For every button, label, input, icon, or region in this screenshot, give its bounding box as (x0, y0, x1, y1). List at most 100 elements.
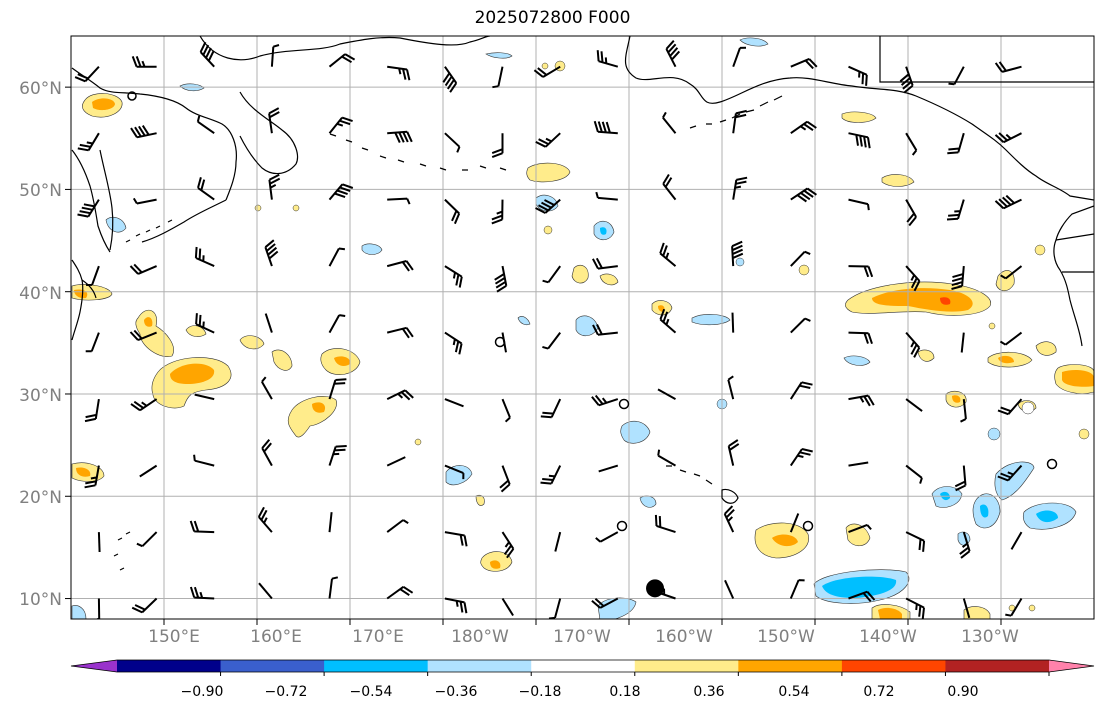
wind-barb (444, 597, 468, 614)
wind-barb (387, 65, 411, 81)
colorbar-label: −0.54 (350, 684, 393, 700)
wind-barb (727, 439, 740, 466)
wind-barb (848, 65, 868, 86)
lat-label-30n: 30°N (19, 386, 62, 406)
wind-barb (491, 133, 504, 159)
wind-barb (535, 132, 561, 148)
colorbar-label: −0.18 (519, 684, 562, 700)
wind-barb (790, 120, 817, 135)
colorbar-label: 0.72 (863, 684, 894, 700)
wind-barb (905, 531, 926, 552)
wind-barb (657, 449, 677, 467)
wind-barb (328, 247, 346, 267)
lat-label-20n: 20°N (19, 488, 62, 508)
wind-barb (960, 398, 967, 423)
wind-barb (994, 194, 1022, 210)
wind-barb (659, 308, 677, 334)
wind-barb (657, 388, 676, 400)
wind-barb (270, 44, 280, 67)
map-title: 2025072800 F000 (474, 8, 631, 28)
wind-barb (731, 240, 744, 267)
calm-wind-circles (127, 91, 1058, 532)
wind-barb (959, 531, 971, 559)
map-frame (70, 35, 1095, 620)
colorbar-label: −0.36 (435, 684, 478, 700)
wind-barb (905, 199, 917, 227)
colorbar-segment (634, 660, 739, 672)
wind-barb (1010, 531, 1023, 550)
wind-barb (997, 464, 1023, 482)
wind-barb (199, 41, 215, 68)
lon-label-160e: 160°E (250, 627, 302, 647)
wind-barb (1005, 597, 1023, 617)
wind-barb (790, 57, 818, 70)
lat-label-10n: 10°N (19, 590, 62, 610)
wind-barb (328, 116, 353, 134)
wind-barb (444, 464, 465, 480)
wind-barb (84, 465, 100, 489)
wind-barb (387, 130, 413, 144)
wind-barb (591, 597, 619, 609)
colorbar-segment (324, 660, 429, 672)
wind-barb (732, 109, 747, 134)
wind-barb (129, 263, 157, 275)
wind-barb (905, 464, 923, 484)
longitude-labels: 150°E 160°E 170°E 180°W 170°W 160°W 150°… (148, 627, 1019, 647)
wind-barb (501, 398, 511, 423)
wind-barb (258, 582, 273, 600)
wind-barb (261, 376, 273, 400)
wind-barb (139, 464, 158, 478)
wind-barb (994, 132, 1022, 144)
wind-barb (723, 505, 735, 533)
wind-barb (85, 332, 100, 353)
wind-barb (535, 198, 561, 214)
colorbar-segment (117, 660, 222, 672)
graticule (71, 36, 1094, 619)
wind-barb (492, 66, 504, 89)
wind-barb (328, 576, 339, 599)
wind-barb (595, 531, 619, 543)
wind-barb (790, 250, 811, 267)
shaded-field-layer (71, 37, 1094, 619)
wind-barb (789, 513, 800, 533)
wind-barb (905, 265, 921, 292)
wind-barb (662, 173, 677, 201)
wind-barb (494, 265, 508, 293)
wind-barb (386, 519, 409, 533)
wind-barb (77, 132, 100, 152)
colorbar-label: −0.72 (265, 684, 308, 700)
wind-barb (960, 332, 965, 353)
lat-label-60n: 60°N (19, 79, 62, 99)
lat-label-50n: 50°N (19, 181, 62, 201)
wind-barb (328, 378, 347, 400)
wind-barb (499, 465, 511, 493)
colorbar: −0.90 −0.72 −0.54 −0.36 −0.18 0.18 0.36 … (70, 659, 1095, 700)
wind-barb (598, 464, 619, 473)
lon-label-150w: 150°W (757, 627, 815, 647)
wind-barb (444, 531, 468, 547)
wind-barb (444, 132, 461, 153)
wind-barb (264, 313, 273, 333)
tropical-storm-marker (646, 579, 665, 598)
wind-barb (194, 246, 215, 268)
wind-barb (948, 66, 965, 86)
colorbar-segment (427, 660, 532, 672)
latitude-labels: 10°N 20°N 30°N 40°N 50°N 60°N (19, 79, 62, 610)
wind-barb (442, 66, 458, 93)
wind-barb (962, 598, 971, 619)
wind-barb (946, 199, 965, 221)
wind-barb (905, 132, 918, 156)
wind-barb (789, 381, 813, 400)
wind-barb (848, 198, 870, 211)
wind-barb (997, 398, 1023, 416)
colorbar-label: 0.90 (947, 684, 978, 700)
wind-barb (848, 331, 873, 345)
wind-barb (789, 579, 805, 599)
wind-barb (268, 107, 280, 134)
wind-barb (74, 66, 100, 83)
wind-barb (444, 265, 463, 288)
wind-barb (592, 257, 618, 270)
wind-barb (593, 120, 618, 135)
wind-barb (727, 375, 735, 400)
